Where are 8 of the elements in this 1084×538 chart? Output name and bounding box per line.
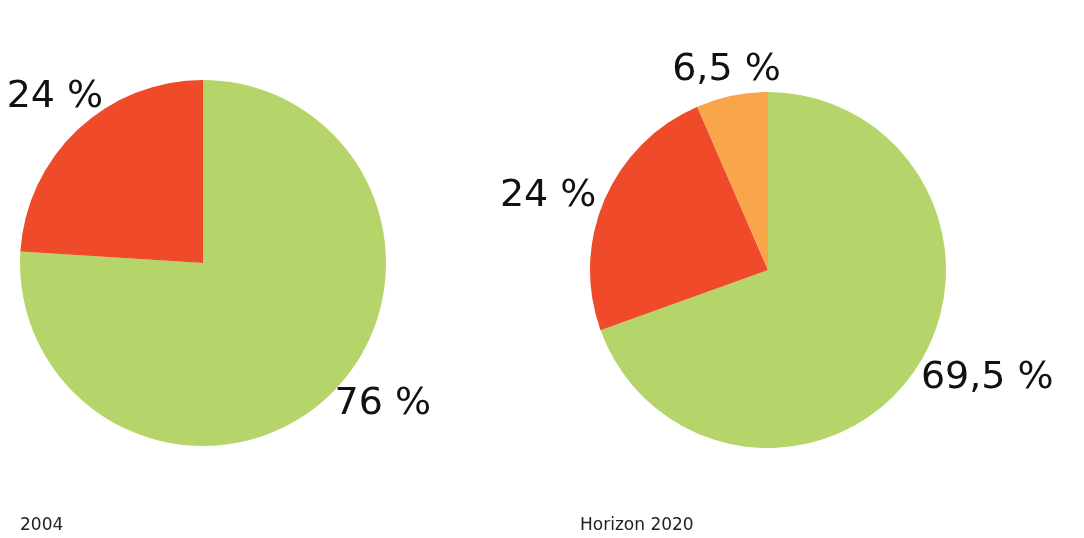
text: 2004 xyxy=(20,514,64,534)
text: Horizon 2020 xyxy=(580,514,694,534)
data-label: 24 % xyxy=(6,71,104,116)
data-label: 76 % xyxy=(334,378,432,423)
pie-slice xyxy=(697,92,768,270)
data-label: 69,5 % xyxy=(920,352,1054,397)
data-label: 6,5 % xyxy=(672,45,781,90)
data-label: 24 % xyxy=(499,171,597,216)
